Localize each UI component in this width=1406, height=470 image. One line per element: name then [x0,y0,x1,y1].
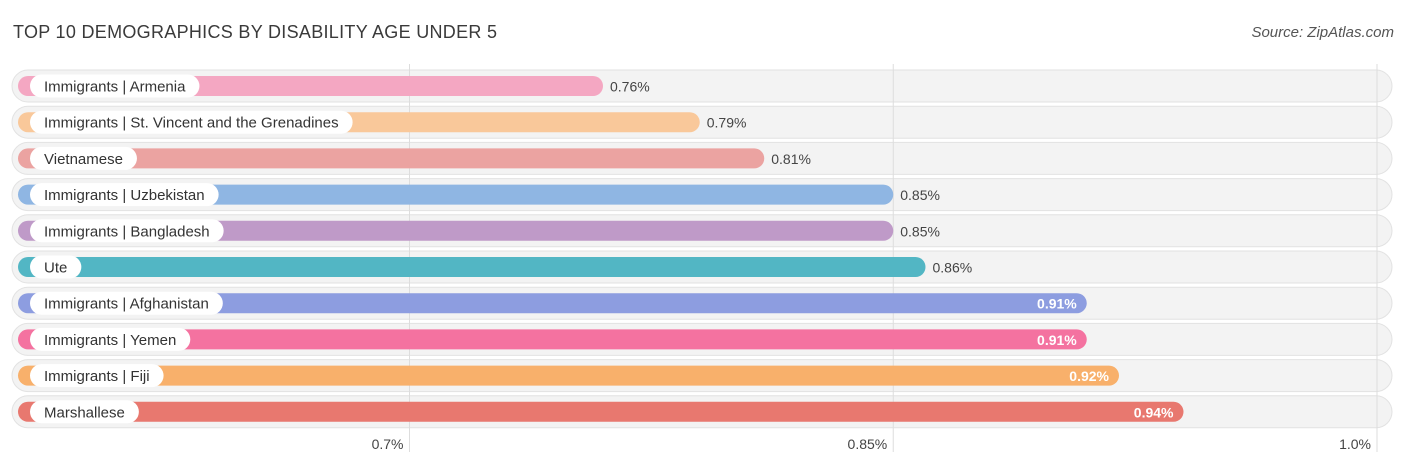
bar-label: Immigrants | Afghanistan [44,296,209,313]
bar-label: Vietnamese [44,151,123,168]
bar [18,220,894,241]
bar-value-label: 0.85% [900,187,940,203]
bar-value-label: 0.81% [771,151,811,167]
bar-label-pill [30,110,353,134]
bar-label: Ute [44,260,67,277]
bar [18,257,926,277]
bar [18,329,1087,350]
bar-label-pill [30,327,191,351]
bar-label-pill [30,400,139,424]
bar-label: Immigrants | Fiji [44,368,150,385]
bar-label: Immigrants | Armenia [44,79,186,96]
bar-label-pill [30,255,82,279]
chart-title: TOP 10 DEMOGRAPHICS BY DISABILITY AGE UN… [13,22,498,42]
bar-value-label: 0.94% [1134,404,1174,420]
bar [18,365,1119,386]
bar-label-pill [30,219,224,243]
x-tick-label: 0.7% [372,436,404,452]
chart-source: Source: ZipAtlas.com [1251,24,1394,41]
bar-value-label: 0.91% [1037,332,1077,348]
x-tick-label: 1.0% [1339,436,1371,452]
bar-value-label: 0.86% [933,260,973,276]
bar [18,184,894,205]
bar-label: Immigrants | Uzbekistan [44,187,205,204]
x-tick-label: 0.85% [848,436,888,452]
bar-label-pill [30,183,219,207]
bar-value-label: 0.76% [610,79,650,95]
bar-value-label: 0.79% [707,115,747,131]
bar-label-pill [30,364,164,388]
bar-label-pill [30,74,200,98]
bar [18,401,1184,422]
bar-label: Immigrants | Yemen [44,332,176,349]
bar-label: Marshallese [44,404,125,421]
bar-label: Immigrants | Bangladesh [44,223,210,240]
bar-value-label: 0.91% [1037,296,1077,312]
bar-label-pill [30,146,137,170]
bar-value-label: 0.85% [900,223,940,239]
bar-label: Immigrants | St. Vincent and the Grenadi… [44,115,339,132]
bar [18,148,765,169]
bar-label-pill [30,291,223,315]
bar-value-label: 0.92% [1069,368,1109,384]
bar [18,293,1087,314]
